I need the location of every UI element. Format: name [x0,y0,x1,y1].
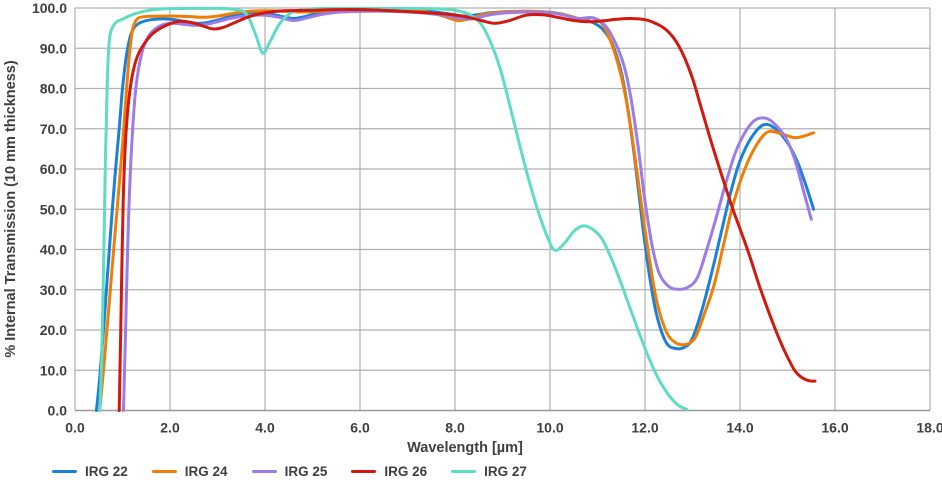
y-tick-label: 40.0 [40,242,67,258]
y-tick-label: 80.0 [40,81,67,97]
y-tick-label: 20.0 [40,322,67,338]
gridlines [74,7,931,412]
curve-irg-25 [122,9,813,412]
y-tick-label: 10.0 [40,362,67,378]
legend-item-irg-24: IRG 24 [151,464,228,479]
curves [94,6,817,412]
legend-swatch [251,470,277,473]
curve-irg-27 [98,6,689,412]
x-tick-label: 16.0 [821,420,848,436]
x-tick-label: 8.0 [445,420,465,436]
legend-item-irg-27: IRG 27 [451,464,527,479]
legend-item-irg-26: IRG 26 [351,464,427,479]
legend-label: IRG 22 [85,464,128,479]
y-tick-label: 90.0 [40,40,67,56]
legend-label: IRG 24 [184,464,228,479]
legend-item-irg-25: IRG 25 [251,464,328,479]
x-tick-label: 14.0 [726,420,753,436]
x-tick-label: 18.0 [916,420,942,436]
legend-label: IRG 25 [284,464,328,479]
y-tick-label: 70.0 [40,121,67,137]
y-tick-label: 100.0 [32,0,67,16]
y-axis-title: % Internal Transmission (10 mm thickness… [3,60,19,358]
x-tick-label: 4.0 [255,420,275,436]
y-tick-label: 50.0 [40,201,67,217]
y-tick-label: 30.0 [40,282,67,298]
legend-label: IRG 26 [384,464,428,479]
curve-irg-26 [117,7,817,412]
legend-item-irg-22: IRG 22 [52,464,128,479]
curve-irg-24 [98,8,816,412]
x-tick-label: 10.0 [536,420,563,436]
x-tick-label: 6.0 [350,420,370,436]
legend-swatch [52,470,77,473]
x-tick-label: 2.0 [160,420,180,436]
tick-labels: 0.0 2.0 4.0 6.0 8.0 10.0 12.0 14.0 16.0 18.0 0.0 10… [32,0,942,436]
legend-swatch [451,470,477,473]
legend: IRG 22 IRG 24 IRG 25 IRG 26 IRG 27 [52,464,527,479]
legend-label: IRG 27 [484,464,527,479]
x-axis-title: Wavelength [µm] [407,440,523,456]
legend-swatch [151,470,177,473]
y-tick-label: 60.0 [40,161,67,177]
x-tick-label: 12.0 [631,420,658,436]
legend-swatch [351,470,377,473]
x-tick-label: 0.0 [65,420,85,436]
y-tick-label: 0.0 [48,403,68,419]
